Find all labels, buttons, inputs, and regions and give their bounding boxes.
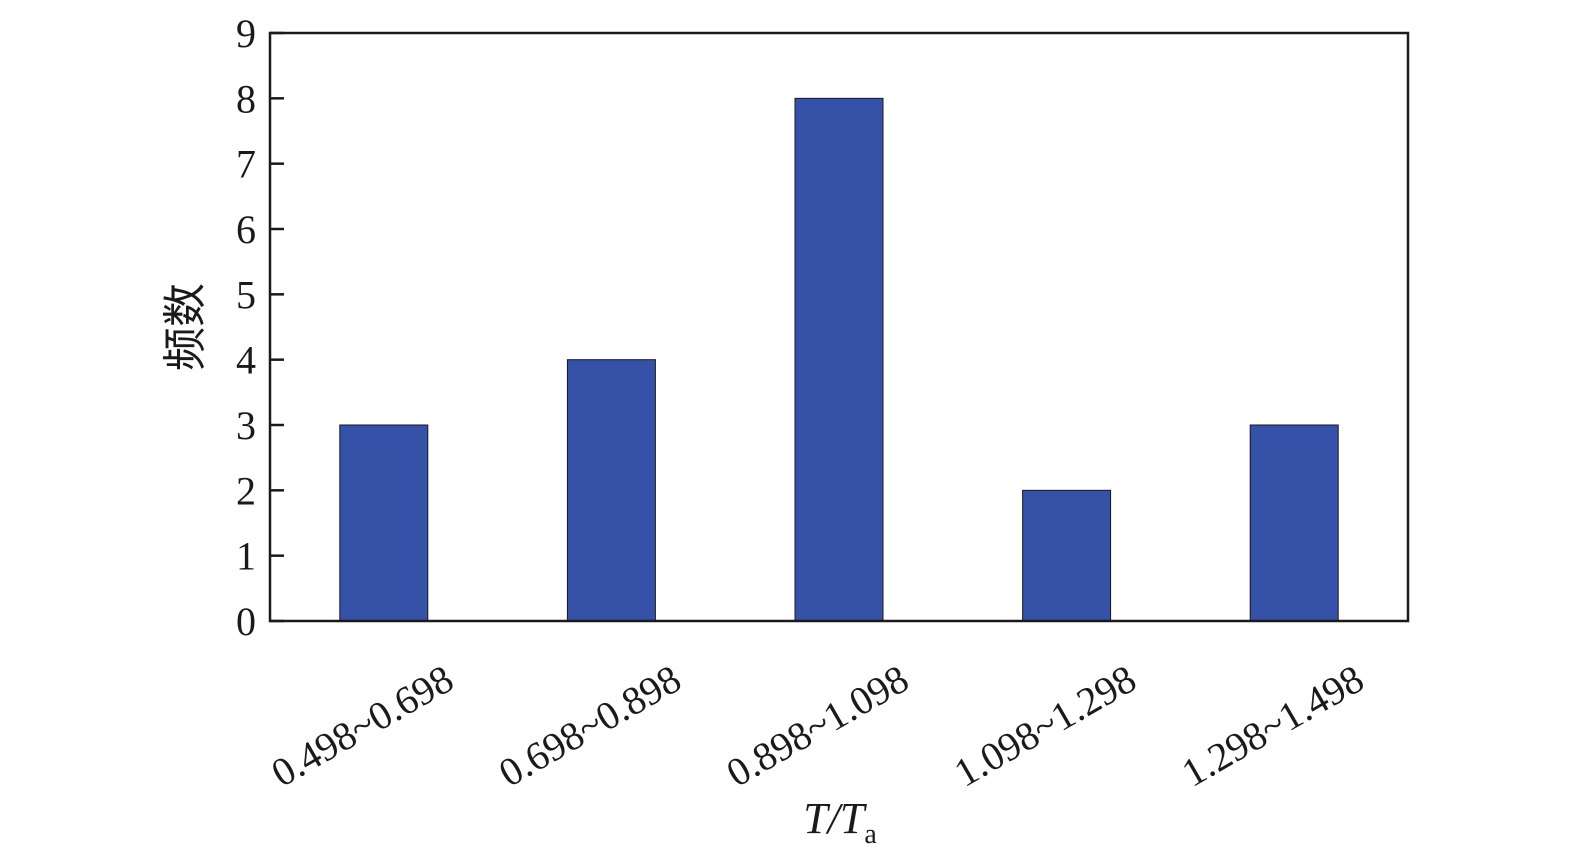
x-tick-label: 0.698~0.898 [491, 656, 688, 796]
x-axis-title-main: T/T [803, 794, 868, 843]
plot-frame [268, 31, 1410, 623]
bar [1022, 489, 1112, 622]
bar [794, 97, 884, 622]
x-tick-label: 0.898~1.098 [719, 656, 916, 796]
x-axis: 0.498~0.698 0.698~0.898 0.898~1.098 1.098~1… [264, 656, 1372, 796]
x-axis-title-subscript: a [864, 819, 877, 850]
y-tick-label: 6 [236, 207, 256, 252]
y-tick-label: 4 [236, 338, 256, 383]
y-tick-label: 7 [236, 142, 256, 187]
bar [566, 359, 656, 622]
x-tick-label: 0.498~0.698 [264, 656, 461, 796]
y-axis: 0 1 2 3 4 5 6 7 8 9 [236, 11, 284, 644]
y-tick-label: 2 [236, 468, 256, 513]
y-tick-label: 3 [236, 403, 256, 448]
x-tick-label: 1.098~1.298 [946, 656, 1143, 796]
y-tick-label: 0 [236, 599, 256, 644]
bar [339, 424, 429, 622]
y-tick-label: 5 [236, 272, 256, 317]
y-tick-label: 1 [236, 534, 256, 579]
y-axis-title: 频数 [161, 283, 210, 371]
y-tick-label: 8 [236, 76, 256, 121]
x-tick-label: 1.298~1.498 [1174, 656, 1371, 796]
x-axis-title: T/Ta [803, 794, 877, 850]
bars-group [339, 97, 1339, 622]
y-tick-label: 9 [236, 11, 256, 56]
bar [1249, 424, 1339, 622]
